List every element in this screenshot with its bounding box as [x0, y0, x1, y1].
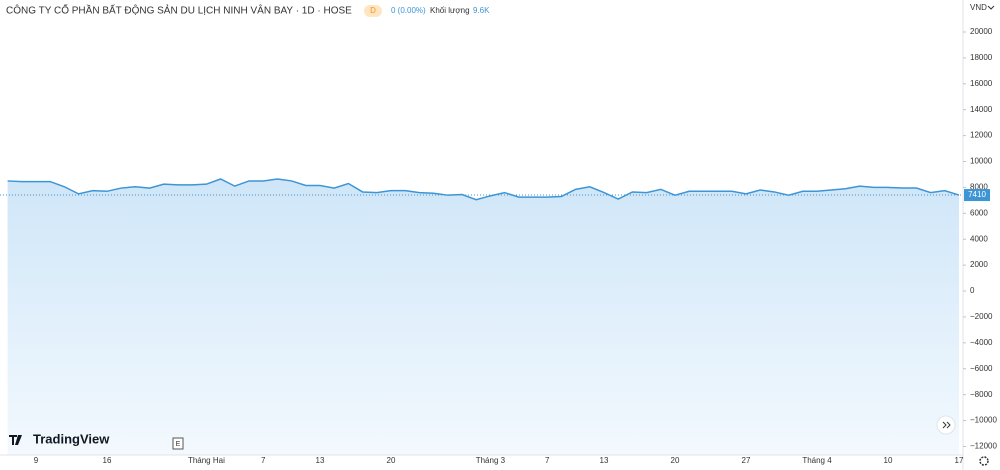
last-price-label: 7410	[968, 190, 986, 199]
y-tick-label: 2000	[970, 260, 988, 269]
y-tick-label: 16000	[970, 79, 993, 88]
x-tick-label: Tháng 4	[802, 456, 832, 465]
y-tick-label: 10000	[970, 157, 993, 166]
y-tick-label: −8000	[970, 390, 993, 399]
event-badge[interactable]: E	[176, 441, 181, 448]
brand-logo	[9, 435, 22, 445]
y-tick-label: 0	[970, 286, 975, 295]
event-badge-bg[interactable]	[172, 437, 184, 450]
y-tick-label: −6000	[970, 364, 993, 373]
y-tick-label: −4000	[970, 338, 993, 347]
interval-badge-bg	[364, 5, 382, 17]
price-line	[7, 178, 960, 201]
x-tick-label: Tháng 3	[476, 456, 506, 465]
y-tick-label: −10000	[970, 416, 997, 425]
settings[interactable]	[979, 456, 989, 466]
x-tick-label: 16	[103, 456, 112, 465]
x-tick-label: 10	[884, 456, 893, 465]
x-tick-label: Tháng Hai	[188, 456, 225, 465]
y-tick-label: 18000	[970, 53, 993, 62]
interval-badge: D	[370, 6, 376, 15]
y-tick-label: 12000	[970, 131, 993, 140]
last-price-bg	[964, 189, 990, 202]
y-tick-label: 8000	[970, 183, 988, 192]
y-tick-label: 4000	[970, 234, 988, 243]
y-tick-label: 6000	[970, 208, 988, 217]
x-tick-label: 9	[34, 456, 39, 465]
volume-label: Khối lượng	[430, 6, 470, 15]
y-tick-label: 14000	[970, 105, 993, 114]
x-tick-label: 7	[261, 456, 266, 465]
brand: TradingView	[33, 431, 110, 446]
currency[interactable]: VND	[970, 3, 987, 12]
x-tick-label: 13	[316, 456, 325, 465]
x-tick-label: 17	[955, 456, 964, 465]
chart-title: CÔNG TY CỔ PHẦN BẤT ĐỘNG SẢN DU LỊCH NIN…	[6, 4, 352, 17]
y-tick-label: −12000	[970, 442, 997, 451]
y-tick-label: 20000	[970, 27, 993, 36]
change: 0 (0.00%)	[391, 6, 426, 15]
y-tick-label: −2000	[970, 312, 993, 321]
currency-dropdown[interactable]	[987, 5, 995, 10]
x-tick-label: 13	[600, 456, 609, 465]
area-fill	[7, 178, 960, 455]
x-tick-label: 7	[545, 456, 550, 465]
x-tick-label: 27	[742, 456, 751, 465]
x-tick-label: 20	[387, 456, 396, 465]
volume: 9.6K	[473, 6, 490, 15]
x-tick-label: 20	[671, 456, 680, 465]
scroll-icon[interactable]	[942, 421, 951, 429]
